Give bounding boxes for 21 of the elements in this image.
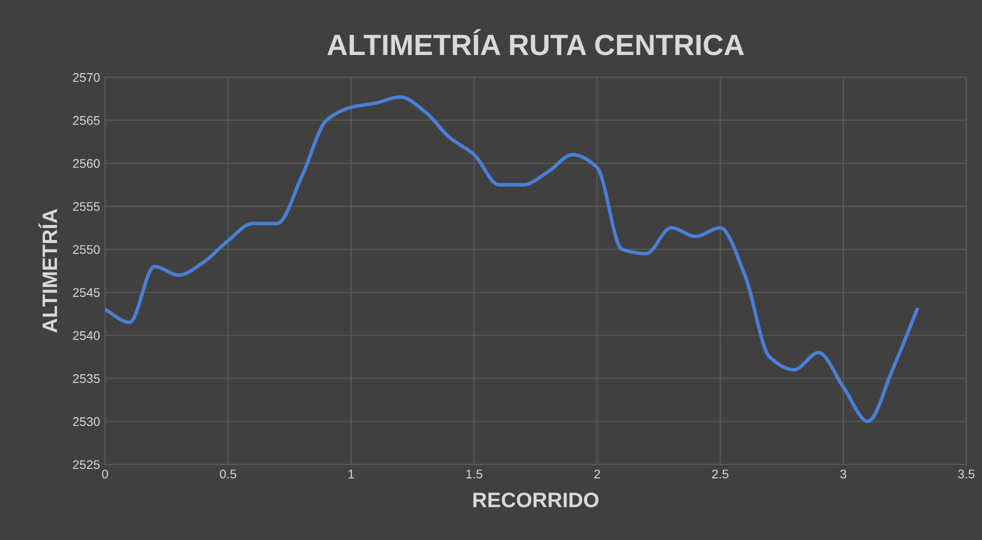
y-tick-label: 2565: [73, 116, 100, 125]
y-tick-label: 2560: [73, 159, 100, 168]
x-tick-label: 1: [348, 470, 354, 478]
x-tick-label: 1.5: [466, 470, 482, 478]
x-tick-label: 2: [594, 470, 600, 478]
y-tick-label: 2525: [73, 460, 100, 470]
x-tick-label: 0: [102, 470, 108, 478]
y-tick-label: 2540: [73, 331, 100, 340]
y-tick-label: 2550: [73, 245, 100, 254]
y-tick-label: 2570: [73, 73, 100, 82]
y-tick-label: 2535: [73, 374, 100, 384]
y-tick-label: 2545: [73, 288, 100, 297]
x-tick-label: 3: [840, 470, 846, 478]
y-tick-label: 2555: [73, 202, 100, 211]
y-tick-label: 2530: [73, 417, 100, 426]
chart-title: ALTIMETRÍA RUTA CENTRICA: [327, 29, 744, 56]
x-axis-title: RECORRIDO: [473, 492, 598, 508]
x-tick-label: 3.5: [958, 470, 974, 478]
x-tick-label: 2.5: [712, 470, 728, 478]
y-axis-title: ALTIMETRÍA: [38, 209, 57, 333]
x-tick-label: 0.5: [220, 470, 236, 478]
